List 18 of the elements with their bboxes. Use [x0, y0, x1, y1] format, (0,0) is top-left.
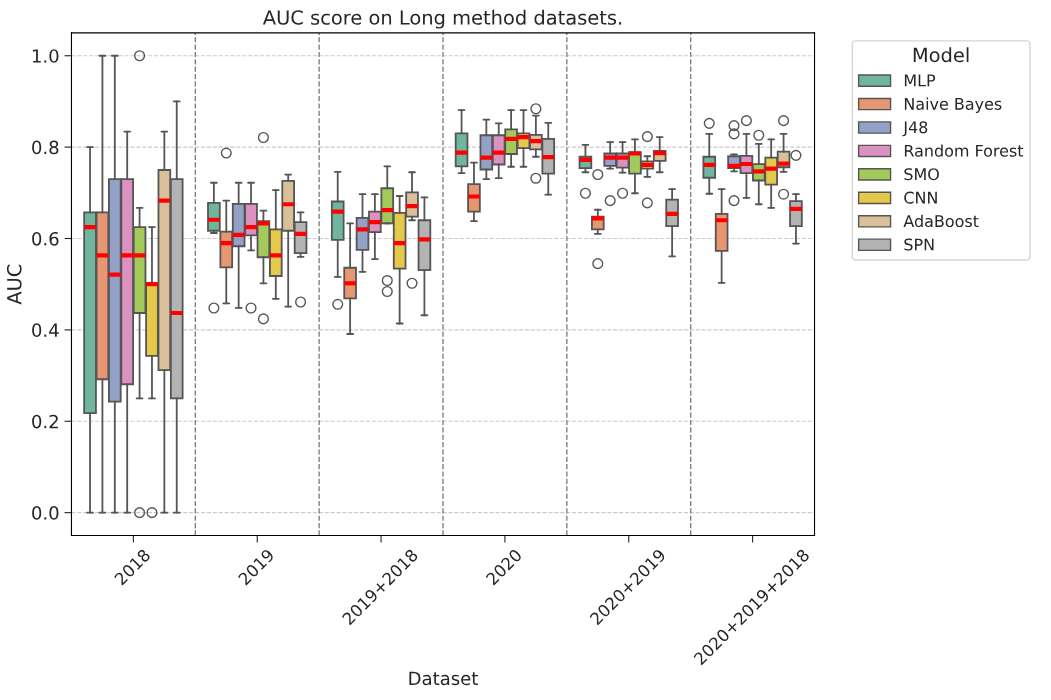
- y-tick-label: 0.8: [32, 140, 59, 155]
- legend-label: Naive Bayes: [904, 97, 1002, 113]
- legend-label: CNN: [904, 191, 937, 204]
- legend-label: AdaBoost: [903, 214, 979, 228]
- legend-label: SMO: [904, 168, 939, 181]
- chart-title: AUC score on Long method datasets.: [262, 9, 622, 29]
- legend-label: MLP: [904, 74, 936, 87]
- legend-label: J48: [902, 121, 928, 137]
- y-tick-label: 0.4: [32, 323, 59, 338]
- legend-label: Random Forest: [904, 144, 1024, 157]
- legend-label: SPN: [904, 238, 934, 251]
- y-axis-title: AUC: [6, 264, 22, 305]
- y-tick-label: 0.2: [32, 414, 58, 429]
- y-tick-label: 0.6: [32, 231, 59, 246]
- y-tick-label: 1.0: [32, 49, 59, 63]
- legend-title: Model: [913, 47, 969, 63]
- y-tick-label: 0.0: [32, 506, 59, 520]
- x-axis-title: Dataset: [409, 671, 478, 686]
